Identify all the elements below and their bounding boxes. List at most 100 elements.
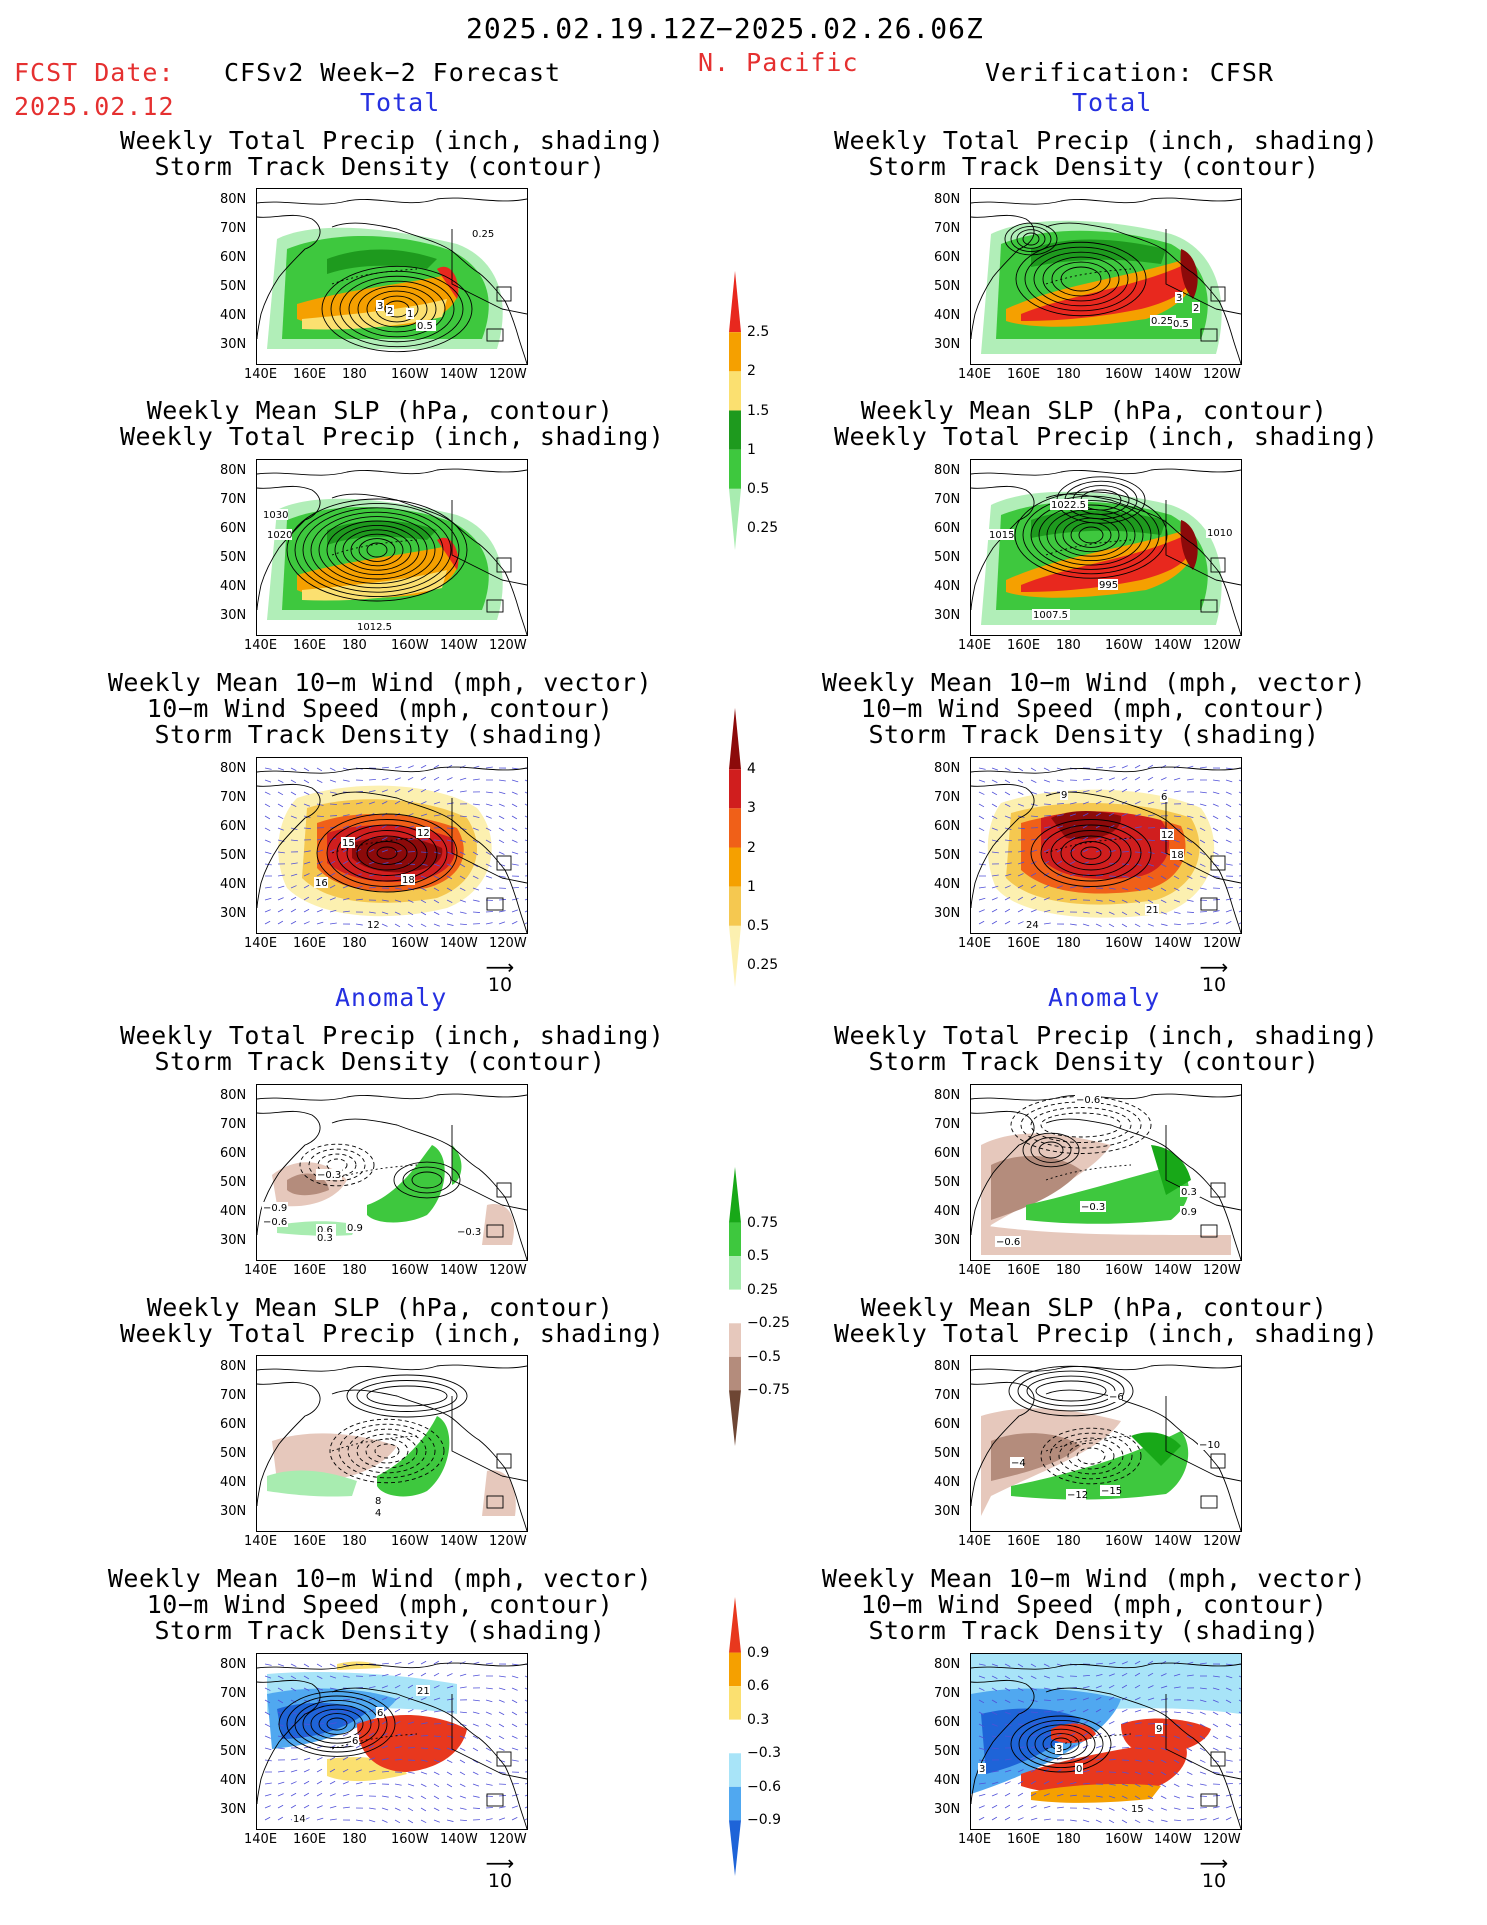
lat-tick-label: 70N [934,221,961,236]
map-panel-verification-precip-storm-anomaly: −0.6 −0.3 0.3 0.9 −0.6 [970,1084,1242,1261]
contour-label: 12 [417,828,430,839]
lon-tick-label: 180 [1056,936,1081,951]
colorbar-tick-label: 1 [747,441,756,458]
lon-tick-label: 160W [1105,1263,1143,1278]
lon-tick-label: 160E [1007,1263,1041,1278]
lon-tick-label: 160W [1105,638,1143,653]
lat-tick-label: 50N [934,279,961,294]
colorbar-graphic [729,708,741,987]
lat-tick-label: 60N [220,1417,247,1432]
lon-tick-label: 180 [342,936,367,951]
lat-tick-label: 30N [220,1233,247,1248]
contour-label: 1010 [1207,528,1232,539]
lon-tick-label: 160W [1105,936,1143,951]
lon-tick-label: 120W [1203,936,1241,951]
contour-label: 18 [1171,850,1184,861]
panel-title-p2L: Weekly Mean SLP (hPa, contour) Weekly Tot… [120,396,665,451]
contour-label: −0.3 [1081,1202,1105,1213]
lat-tick-label: 30N [220,1802,247,1817]
lon-tick-label: 140W [440,1263,478,1278]
colorbar-tick-label: 0.5 [747,480,770,497]
lat-tick-label: 50N [934,1446,961,1461]
lon-tick-label: 120W [489,367,527,382]
map-plot: −0.3 −0.9 −0.6 0.6 0.9 0.3 −0.3 [257,1093,527,1260]
lat-tick-label: 60N [934,1715,961,1730]
fcst-date-value: 2025.02.12 [14,92,175,121]
lat-tick-label: 60N [220,819,247,834]
reference-vector-p6L: ⟶ 10 [485,1851,515,1892]
colorbar-tick-label: −0.3 [747,1745,781,1762]
lat-tick-label: 70N [934,1117,961,1132]
colorbar-tick-label: 0.6 [747,1678,770,1695]
lat-tick-label: 30N [934,337,961,352]
panel-title-p3L: Weekly Mean 10−m Wind (mph, vector) 10−m … [107,668,653,749]
map-plot: 21 6 6 14 [257,1660,527,1829]
lat-tick-label: 40N [934,1204,961,1219]
contour-label: 0.5 [1173,319,1189,330]
lon-tick-label: 160W [391,638,429,653]
contour-label: 15 [342,838,355,849]
lon-tick-label: 120W [489,936,527,951]
contour-label: −0.6 [263,1217,287,1228]
lat-tick-label: 30N [934,608,961,623]
total-label-left: Total [360,88,441,117]
contour-label: 9 [1156,1724,1162,1735]
lon-tick-label: 160W [391,367,429,382]
contour-label: −6 [1109,1392,1124,1403]
lon-tick-label: 160E [1007,1534,1041,1549]
lat-tick-label: 60N [934,1417,961,1432]
colorbar-tick-label: 2 [747,839,756,856]
lat-tick-label: 60N [220,250,247,265]
panel-title-p5L: Weekly Mean SLP (hPa, contour) Weekly Tot… [120,1293,665,1348]
lat-tick-label: 80N [220,1657,247,1672]
contour-label: 0.9 [347,1223,363,1234]
contour-label: 14 [293,1814,306,1825]
map-panel-verification-slp-precip: 1022.5 1015 1010 995 1007.5 [970,459,1242,636]
lon-tick-label: 140E [244,1832,278,1847]
lon-tick-label: 180 [342,1263,367,1278]
panel-title-p3R: Weekly Mean 10−m Wind (mph, vector) 10−m … [821,668,1367,749]
contour-label: 1 [407,309,413,320]
lon-tick-label: 180 [1056,1832,1081,1847]
lon-tick-label: 140E [958,936,992,951]
contour-label: −15 [1101,1486,1122,1497]
lon-tick-label: 140W [1154,638,1192,653]
contour-label: 21 [417,1686,430,1697]
lat-tick-label: 80N [934,192,961,207]
lat-tick-label: 50N [934,848,961,863]
lon-tick-label: 140W [1154,1263,1192,1278]
colorbar-tick-label: 0.5 [747,1248,770,1265]
lon-tick-label: 140E [958,1263,992,1278]
contour-label: 21 [1146,905,1159,916]
lon-tick-label: 140W [440,638,478,653]
contour-label: 1022.5 [1051,500,1086,511]
lat-tick-label: 70N [934,1686,961,1701]
map-plot: 15 12 16 18 12 [257,764,527,933]
map-panel-forecast-precip-storm: 1 0.5 2 3 0.25 [256,188,528,365]
contour-label: 1012.5 [357,622,392,633]
lon-tick-label: 120W [1203,1534,1241,1549]
colorbar-precip-total [717,268,787,553]
lat-tick-label: 40N [220,1475,247,1490]
lat-tick-label: 30N [220,906,247,921]
map-plot: 1022.5 1015 1010 995 1007.5 [971,468,1241,635]
colorbar-tick-label: −0.9 [747,1812,781,1829]
lat-tick-label: 50N [220,1175,247,1190]
contour-label: 9 [1061,790,1067,801]
total-label-right: Total [1072,88,1153,117]
map-plot: 32 0.25 0.5 [971,197,1241,364]
lat-tick-label: 70N [220,1388,247,1403]
lon-tick-label: 140W [1154,936,1192,951]
lon-tick-label: 120W [1203,1832,1241,1847]
lon-tick-label: 180 [342,367,367,382]
lat-tick-label: 50N [220,1446,247,1461]
lat-tick-label: 40N [934,1773,961,1788]
lat-tick-label: 50N [220,550,247,565]
colorbar-tick-label: 3 [747,800,756,817]
lon-tick-label: 160W [391,1832,429,1847]
anomaly-label-right: Anomaly [1048,983,1161,1012]
contour-label: 8 [375,1496,381,1507]
lon-tick-label: 140E [958,367,992,382]
map-panel-forecast-wind-storm-anomaly: 21 6 6 14 [256,1653,528,1830]
anomaly-label-left: Anomaly [335,983,448,1012]
